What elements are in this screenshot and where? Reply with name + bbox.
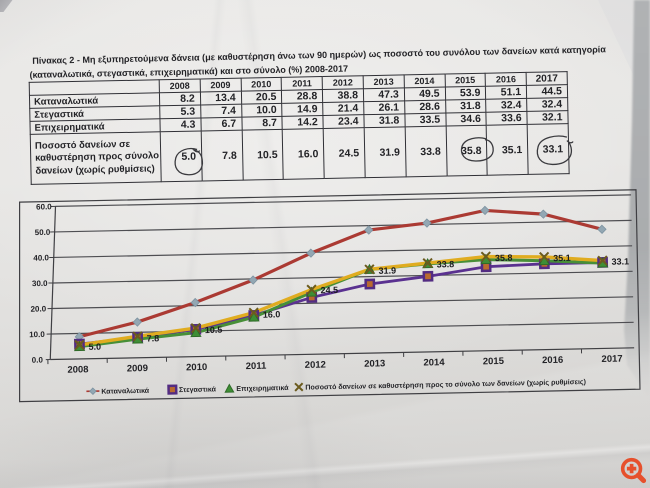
svg-text:2013: 2013 [364, 358, 385, 369]
svg-text:40.0: 40.0 [33, 253, 49, 262]
svg-text:7.8: 7.8 [147, 333, 160, 343]
svg-text:2014: 2014 [423, 357, 445, 368]
svg-text:30.0: 30.0 [32, 279, 48, 288]
svg-text:5.0: 5.0 [88, 342, 101, 352]
svg-text:2015: 2015 [483, 356, 505, 367]
svg-text:33.8: 33.8 [437, 259, 455, 269]
svg-text:2016: 2016 [542, 355, 563, 366]
svg-text:Καταναλωτικά: Καταναλωτικά [101, 387, 150, 396]
svg-text:35.8: 35.8 [495, 253, 513, 263]
svg-text:33.1: 33.1 [612, 256, 630, 266]
svg-text:10.0: 10.0 [29, 330, 45, 339]
svg-text:2009: 2009 [127, 363, 148, 374]
svg-text:2017: 2017 [601, 354, 622, 365]
svg-text:35.1: 35.1 [553, 253, 571, 263]
svg-text:50.0: 50.0 [35, 228, 51, 237]
svg-text:2008: 2008 [67, 364, 88, 375]
svg-text:2011: 2011 [246, 361, 268, 372]
svg-text:24.5: 24.5 [321, 285, 339, 295]
svg-text:20.0: 20.0 [30, 304, 46, 313]
svg-text:Ποσοστό δανείων σε καθυστέρηση: Ποσοστό δανείων σε καθυστέρηση προς το σ… [305, 378, 586, 392]
svg-text:2012: 2012 [305, 360, 326, 371]
svg-text:0.0: 0.0 [32, 355, 44, 364]
svg-text:31.9: 31.9 [378, 265, 396, 275]
svg-text:60.0: 60.0 [36, 202, 52, 211]
svg-text:Στεγαστικά: Στεγαστικά [179, 385, 217, 394]
svg-text:16.0: 16.0 [263, 309, 281, 319]
svg-text:Επιχειρηματικά: Επιχειρηματικά [236, 384, 289, 393]
svg-text:10.5: 10.5 [205, 325, 223, 335]
svg-text:2010: 2010 [186, 362, 207, 373]
